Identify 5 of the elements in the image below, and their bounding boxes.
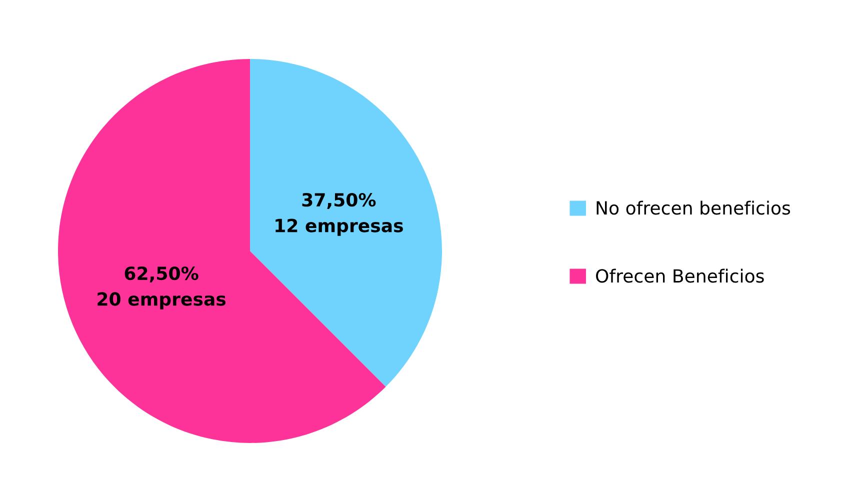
pie-slice <box>250 59 442 387</box>
data-label: 62,50% 20 empresas <box>98 266 226 310</box>
data-label: 37,50% 12 empresas <box>276 192 403 236</box>
legend-label: Ofrecen Beneficios <box>596 268 764 283</box>
legend-label: No ofrecen beneficios <box>596 200 790 215</box>
